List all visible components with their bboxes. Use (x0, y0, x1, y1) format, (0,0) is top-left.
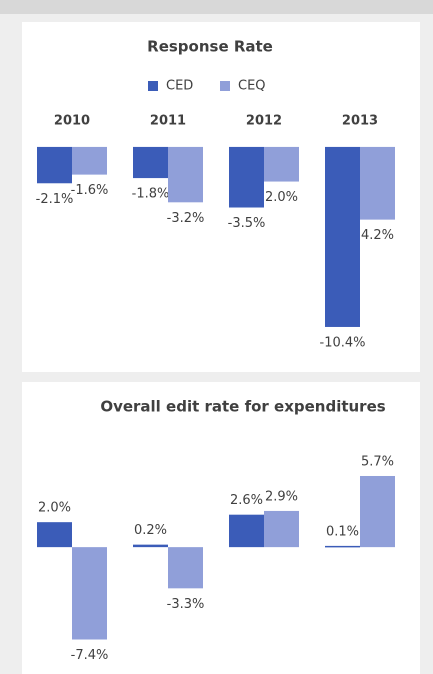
bar (325, 146, 360, 327)
value-label: 5.7% (361, 454, 394, 469)
chart-title: Response Rate (147, 38, 273, 56)
bar (229, 146, 264, 208)
bar (72, 547, 107, 640)
bar (168, 547, 203, 589)
bar (360, 146, 395, 220)
legend-label: CEQ (238, 79, 266, 94)
x-tick-label: 2013 (342, 114, 378, 129)
value-label: 2.0% (265, 190, 298, 205)
value-label: -3.5% (228, 216, 266, 231)
bar (133, 544, 168, 548)
value-label: 2.6% (230, 493, 263, 508)
chart-title: Overall edit rate for expenditures (100, 398, 385, 416)
value-label: -1.6% (71, 183, 109, 198)
bar (133, 146, 168, 179)
value-label: -7.4% (71, 648, 109, 663)
value-label: 2.0% (38, 501, 71, 516)
x-tick-label: 2010 (54, 114, 90, 129)
value-label: 2.9% (265, 489, 298, 504)
bar (72, 146, 107, 175)
legend-swatch (148, 81, 158, 91)
value-label: 0.1% (326, 524, 359, 539)
legend-swatch (220, 81, 230, 91)
value-label: -2.1% (36, 192, 74, 207)
bar (229, 514, 264, 548)
bar (264, 146, 299, 182)
value-label: -3.3% (167, 597, 205, 612)
bar (360, 475, 395, 548)
bar (37, 522, 72, 548)
value-label: 4.2% (361, 228, 394, 243)
value-label: -10.4% (320, 335, 366, 350)
value-label: 0.2% (134, 523, 167, 538)
bar (264, 510, 299, 548)
x-tick-label: 2012 (246, 114, 282, 129)
value-label: -1.8% (132, 187, 170, 202)
top-strip (0, 0, 433, 14)
bar (168, 146, 203, 203)
value-label: -3.2% (167, 211, 205, 226)
legend-label: CED (166, 79, 193, 94)
x-tick-label: 2011 (150, 114, 186, 129)
bar (37, 146, 72, 184)
bar (325, 545, 360, 548)
